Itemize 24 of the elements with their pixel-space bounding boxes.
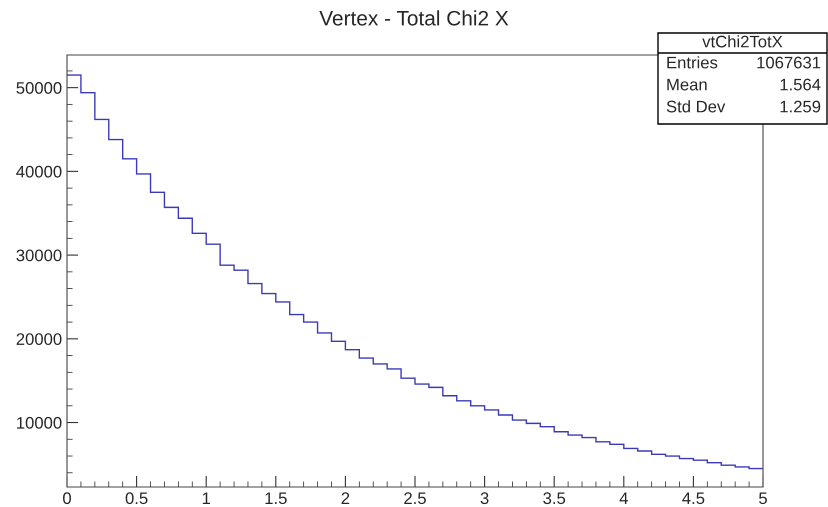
y-tick-label: 20000: [16, 333, 62, 346]
x-tick-label: 4.5: [682, 492, 704, 504]
x-tick-label: 3: [480, 492, 488, 504]
text: vtChi2TotX: [702, 35, 782, 48]
x-tick-label: 4: [620, 492, 628, 504]
annotation: Std Dev: [666, 100, 726, 112]
annotation: Entries: [667, 56, 718, 68]
x-tick-label: 1: [202, 492, 210, 504]
text: 1.564: [780, 78, 821, 90]
x-tick-label: 0: [63, 492, 71, 504]
chart-title: Vertex - Total Chi2 X: [319, 10, 508, 26]
x-tick-label: 0.5: [126, 492, 148, 504]
y-tick-label: 40000: [16, 166, 62, 178]
text: 1.259: [780, 100, 820, 112]
y-tick-label: 30000: [16, 249, 62, 262]
x-tick-label: 5: [759, 492, 767, 504]
annotation: 1067631: [757, 56, 820, 68]
y-tick-label: 10000: [17, 416, 62, 429]
annotation: Mean: [667, 78, 707, 90]
x-tick-label: 1.5: [265, 492, 287, 504]
y-tick-label: 50000: [16, 82, 62, 94]
x-tick-label: 2.5: [404, 492, 426, 504]
x-tick-label: 3.5: [543, 492, 566, 504]
x-tick-label: 2: [342, 492, 350, 504]
